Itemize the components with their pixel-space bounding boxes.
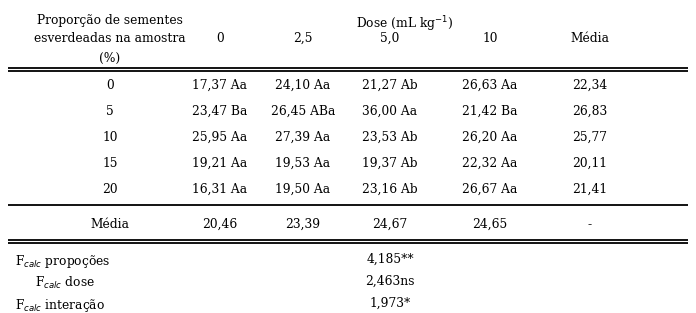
Text: 20: 20 bbox=[102, 183, 118, 196]
Text: 19,53 Aa: 19,53 Aa bbox=[276, 157, 331, 170]
Text: 22,34: 22,34 bbox=[572, 79, 608, 92]
Text: 16,31 Aa: 16,31 Aa bbox=[192, 183, 248, 196]
Text: 19,37 Ab: 19,37 Ab bbox=[362, 157, 418, 170]
Text: 10: 10 bbox=[102, 131, 118, 144]
Text: Dose (mL kg$^{-1}$): Dose (mL kg$^{-1}$) bbox=[356, 14, 454, 33]
Text: 36,00 Aa: 36,00 Aa bbox=[363, 105, 418, 118]
Text: F$_{calc}$ interação: F$_{calc}$ interação bbox=[15, 297, 105, 313]
Text: Proporção de sementes: Proporção de sementes bbox=[37, 14, 183, 27]
Text: 21,41: 21,41 bbox=[572, 183, 608, 196]
Text: 20,11: 20,11 bbox=[573, 157, 608, 170]
Text: 27,39 Aa: 27,39 Aa bbox=[276, 131, 331, 144]
Text: 23,53 Ab: 23,53 Ab bbox=[362, 131, 418, 144]
Text: 21,42 Ba: 21,42 Ba bbox=[462, 105, 518, 118]
Text: (%): (%) bbox=[100, 52, 120, 65]
Text: 22,32 Aa: 22,32 Aa bbox=[462, 157, 518, 170]
Text: 0: 0 bbox=[106, 79, 114, 92]
Text: 25,77: 25,77 bbox=[573, 131, 608, 144]
Text: 25,95 Aa: 25,95 Aa bbox=[192, 131, 248, 144]
Text: F$_{calc}$ dose: F$_{calc}$ dose bbox=[35, 275, 95, 291]
Text: esverdeadas na amostra: esverdeadas na amostra bbox=[34, 32, 186, 45]
Text: 20,46: 20,46 bbox=[203, 218, 237, 231]
Text: 5,0: 5,0 bbox=[380, 32, 400, 45]
Text: Média: Média bbox=[90, 218, 129, 231]
Text: 4,185**: 4,185** bbox=[366, 253, 414, 266]
Text: 2,463ns: 2,463ns bbox=[365, 275, 415, 288]
Text: -: - bbox=[588, 218, 592, 231]
Text: 19,50 Aa: 19,50 Aa bbox=[276, 183, 331, 196]
Text: 21,27 Ab: 21,27 Ab bbox=[362, 79, 418, 92]
Text: 10: 10 bbox=[482, 32, 498, 45]
Text: 0: 0 bbox=[216, 32, 224, 45]
Text: Média: Média bbox=[571, 32, 610, 45]
Text: 19,21 Aa: 19,21 Aa bbox=[192, 157, 248, 170]
Text: 23,47 Ba: 23,47 Ba bbox=[192, 105, 248, 118]
Text: 23,16 Ab: 23,16 Ab bbox=[362, 183, 418, 196]
Text: 5: 5 bbox=[106, 105, 114, 118]
Text: 24,10 Aa: 24,10 Aa bbox=[276, 79, 331, 92]
Text: 26,83: 26,83 bbox=[572, 105, 608, 118]
Text: 26,63 Aa: 26,63 Aa bbox=[462, 79, 518, 92]
Text: 26,45 ABa: 26,45 ABa bbox=[271, 105, 335, 118]
Text: 1,973*: 1,973* bbox=[370, 297, 411, 310]
Text: 24,65: 24,65 bbox=[473, 218, 507, 231]
Text: 24,67: 24,67 bbox=[372, 218, 408, 231]
Text: 23,39: 23,39 bbox=[285, 218, 321, 231]
Text: 15: 15 bbox=[102, 157, 118, 170]
Text: 2,5: 2,5 bbox=[293, 32, 313, 45]
Text: 26,20 Aa: 26,20 Aa bbox=[462, 131, 518, 144]
Text: 17,37 Aa: 17,37 Aa bbox=[193, 79, 248, 92]
Text: 26,67 Aa: 26,67 Aa bbox=[462, 183, 518, 196]
Text: F$_{calc}$ propoções: F$_{calc}$ propoções bbox=[15, 253, 111, 270]
